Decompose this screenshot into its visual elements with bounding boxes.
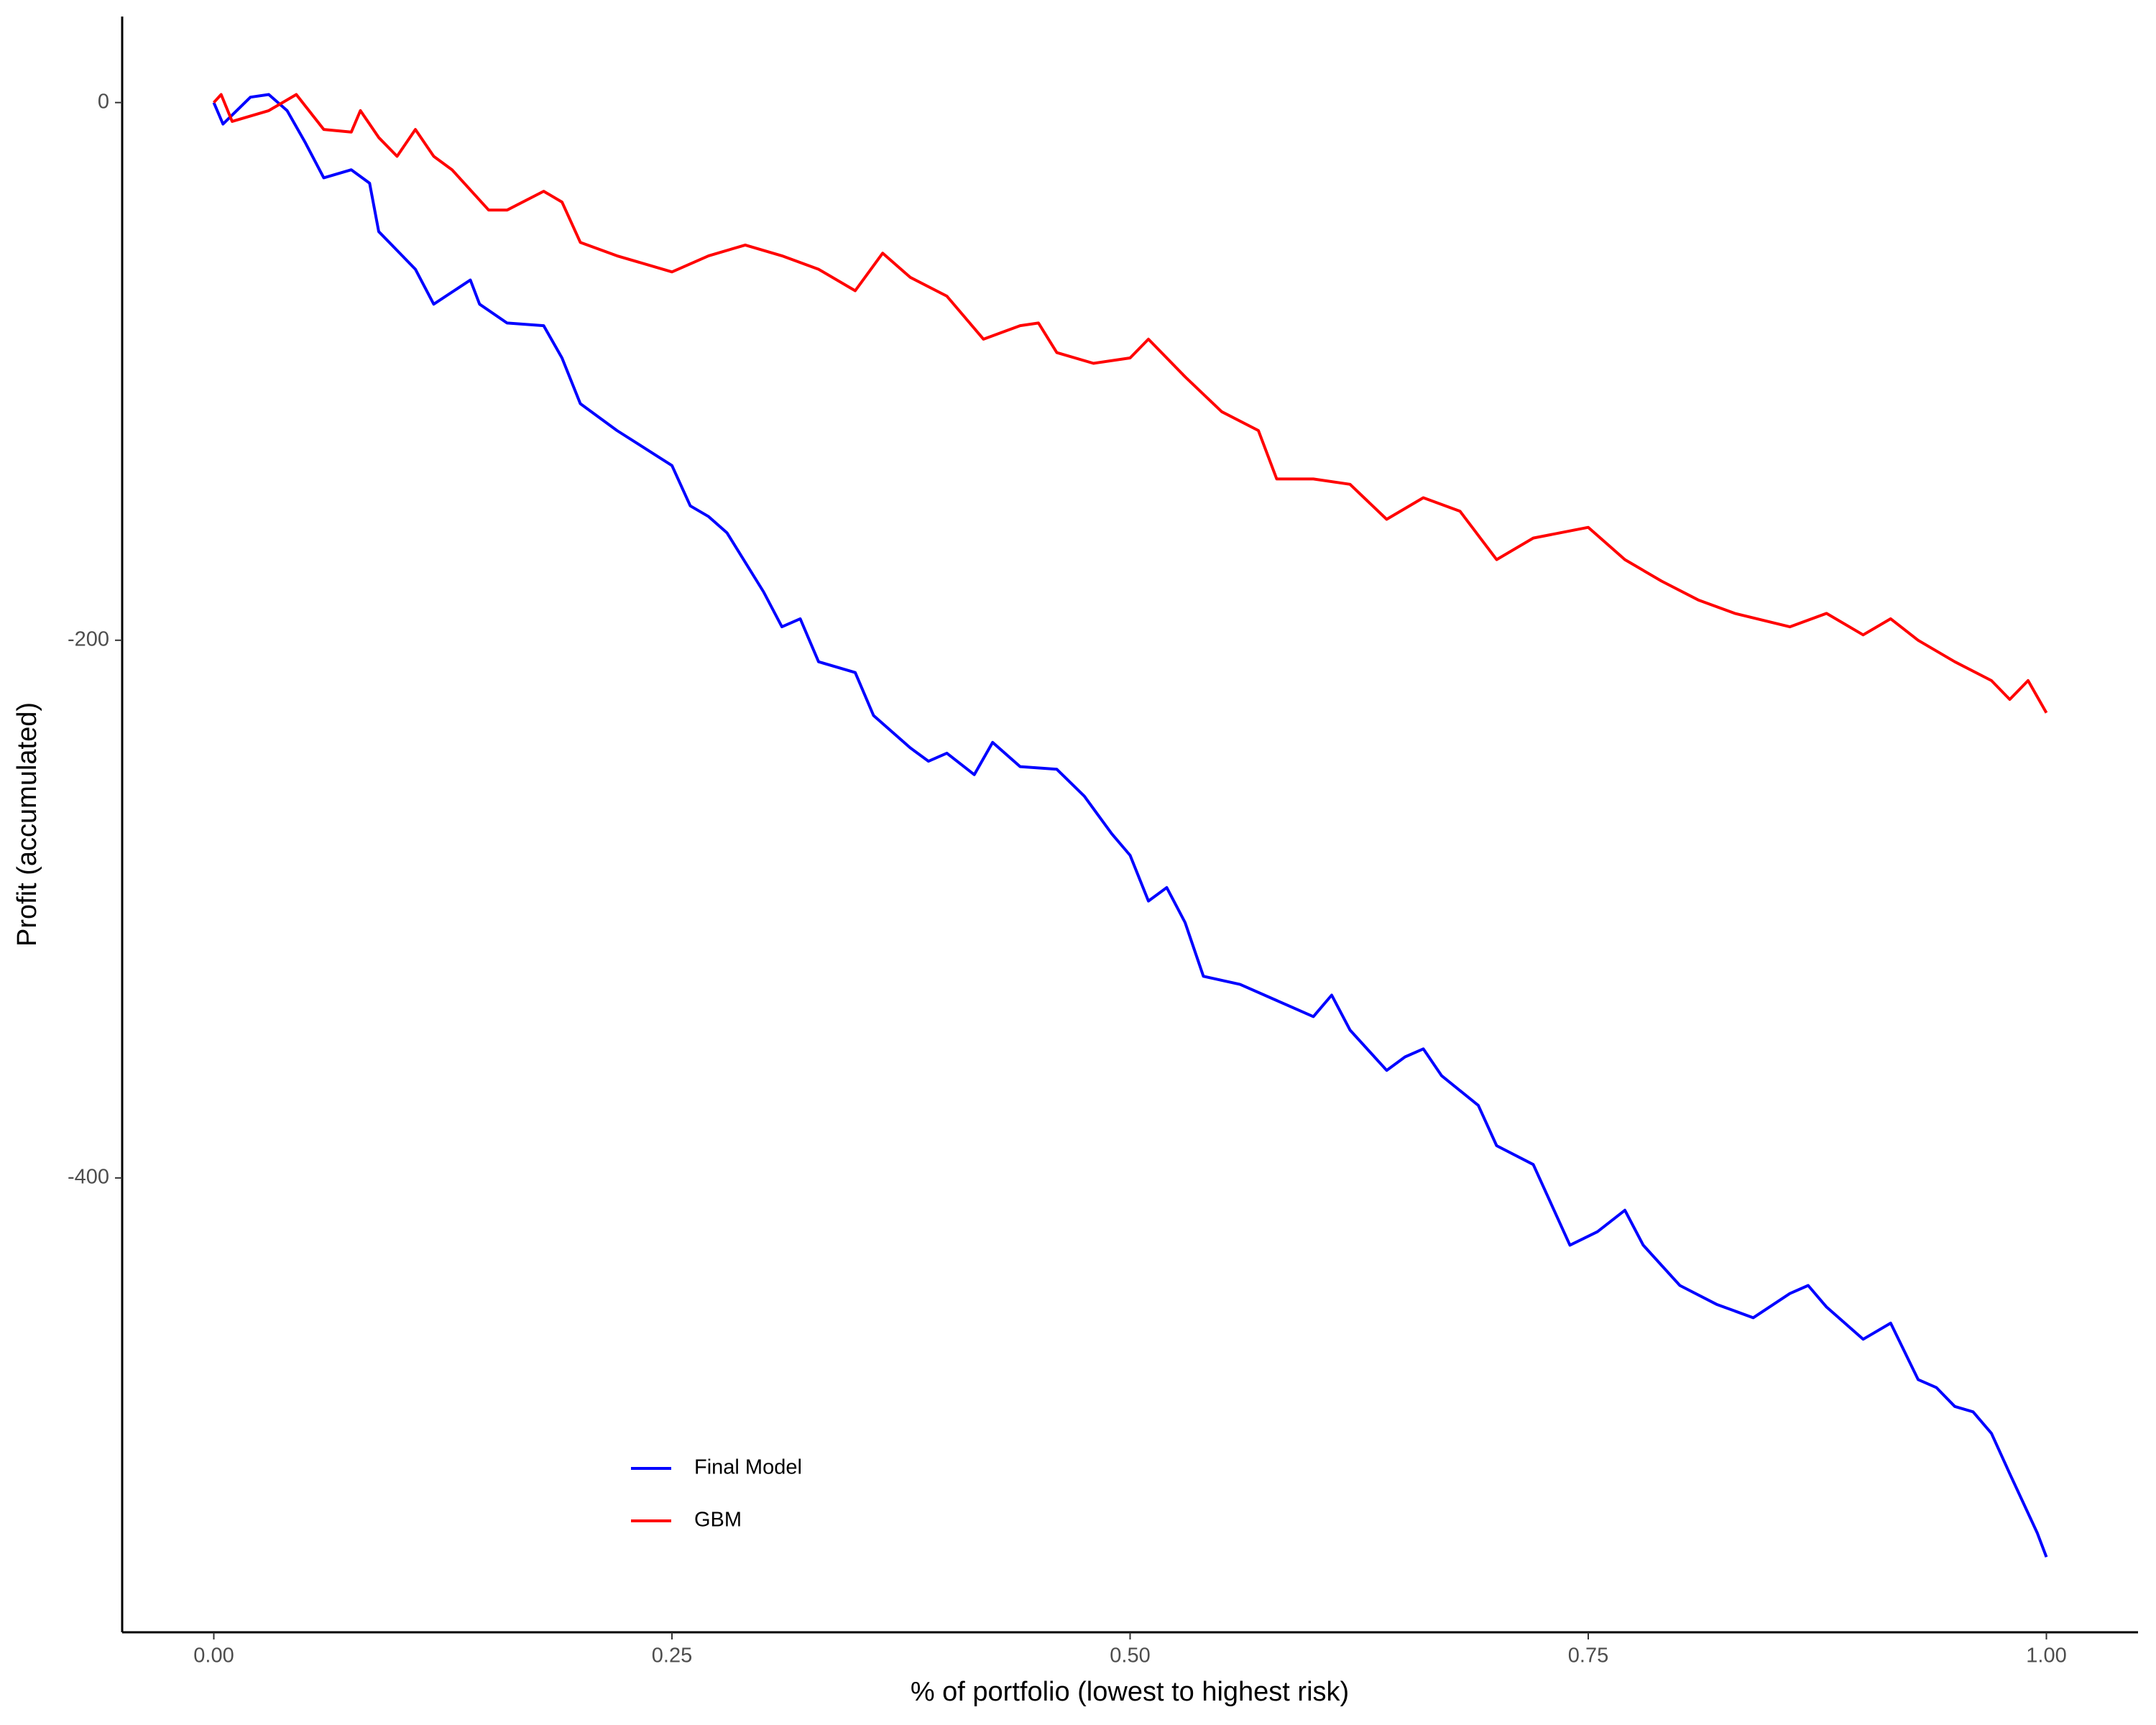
y-axis-title: Profit (accumulated) (12, 702, 42, 947)
x-tick-label: 0.00 (193, 1644, 234, 1668)
y-tick-label: 0 (98, 90, 109, 113)
series-line (212, 93, 2048, 1558)
x-tick-label: 0.25 (652, 1644, 692, 1668)
series-line (213, 93, 2048, 714)
x-tick-label: 1.00 (2026, 1644, 2066, 1668)
y-tick-label: -200 (68, 627, 109, 650)
x-axis-title: % of portfolio (lowest to highest risk) (911, 1677, 1349, 1707)
x-tick-label: 0.75 (1568, 1644, 1608, 1668)
legend-label: Final Model (694, 1456, 802, 1479)
y-tick-label: -400 (68, 1166, 109, 1189)
legend-label: GBM (694, 1509, 742, 1532)
x-tick-label: 0.50 (1110, 1644, 1150, 1668)
